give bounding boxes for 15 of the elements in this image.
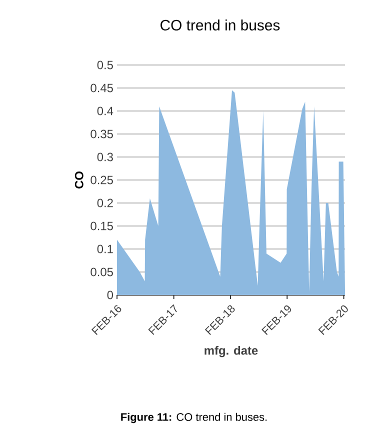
y-tick-label: 0.1 xyxy=(97,244,113,254)
y-tick-label: 0.4 xyxy=(97,106,114,116)
y-tick-label: 0.45 xyxy=(90,84,113,92)
y-tick-label: 0 xyxy=(107,290,114,300)
y-axis-title: CO xyxy=(74,172,84,188)
chart-title: CO trend in buses xyxy=(160,20,280,30)
y-tick-label: 0.05 xyxy=(90,268,113,276)
y-tick-label: 0.2 xyxy=(97,198,113,208)
x-axis-title: mfg. date xyxy=(204,346,258,358)
y-tick-label: 0.35 xyxy=(90,130,113,138)
y-tick-label: 0.5 xyxy=(97,60,113,70)
text: Figure 11: CO trend in buses. xyxy=(121,412,267,424)
y-tick-label: 0.3 xyxy=(97,152,113,162)
y-tick-label: 0.25 xyxy=(90,176,113,184)
y-tick-label: 0.15 xyxy=(90,222,113,230)
